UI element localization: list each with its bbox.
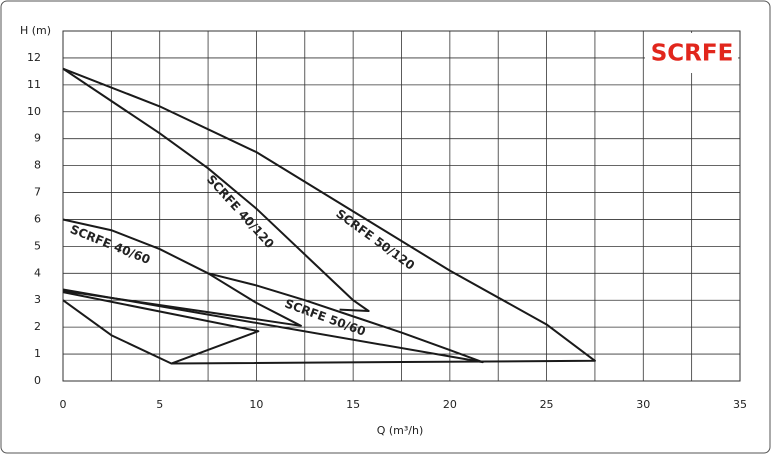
curve (62, 272, 484, 364)
y-tick-label: 10 (27, 105, 41, 118)
x-tick-label: 5 (156, 398, 163, 411)
curve-label: SCRFE 40/60 (68, 222, 152, 267)
x-axis-label: Q (m³/h) (377, 424, 424, 437)
x-tick-label: 0 (60, 398, 67, 411)
y-tick-label: 9 (34, 132, 41, 145)
y-tick-label: 6 (34, 212, 41, 225)
x-tick-label: 30 (636, 398, 650, 411)
curve-label: SCRFE 40/120 (204, 172, 277, 251)
y-axis-label: H (m) (20, 24, 51, 37)
x-tick-label: 10 (249, 398, 263, 411)
y-tick-label: 12 (27, 51, 41, 64)
chart-title: SCRFE (651, 41, 734, 67)
curve-label: SCRFE 50/120 (333, 206, 417, 272)
y-tick-label: 5 (34, 239, 41, 252)
x-tick-label: 15 (346, 398, 360, 411)
x-tick-label: 35 (733, 398, 747, 411)
x-tick-label: 20 (443, 398, 457, 411)
y-tick-label: 2 (34, 320, 41, 333)
curve (62, 218, 302, 365)
y-tick-label: 7 (34, 186, 41, 199)
curve (62, 67, 596, 365)
y-tick-label: 1 (34, 347, 41, 360)
title-box (645, 33, 738, 73)
y-tick-label: 3 (34, 293, 41, 306)
y-tick-label: 8 (34, 159, 41, 172)
x-tick-label: 25 (540, 398, 554, 411)
y-tick-label: 11 (27, 78, 41, 91)
curve (62, 67, 370, 312)
y-tick-label: 0 (34, 374, 41, 387)
y-tick-label: 4 (34, 266, 41, 279)
